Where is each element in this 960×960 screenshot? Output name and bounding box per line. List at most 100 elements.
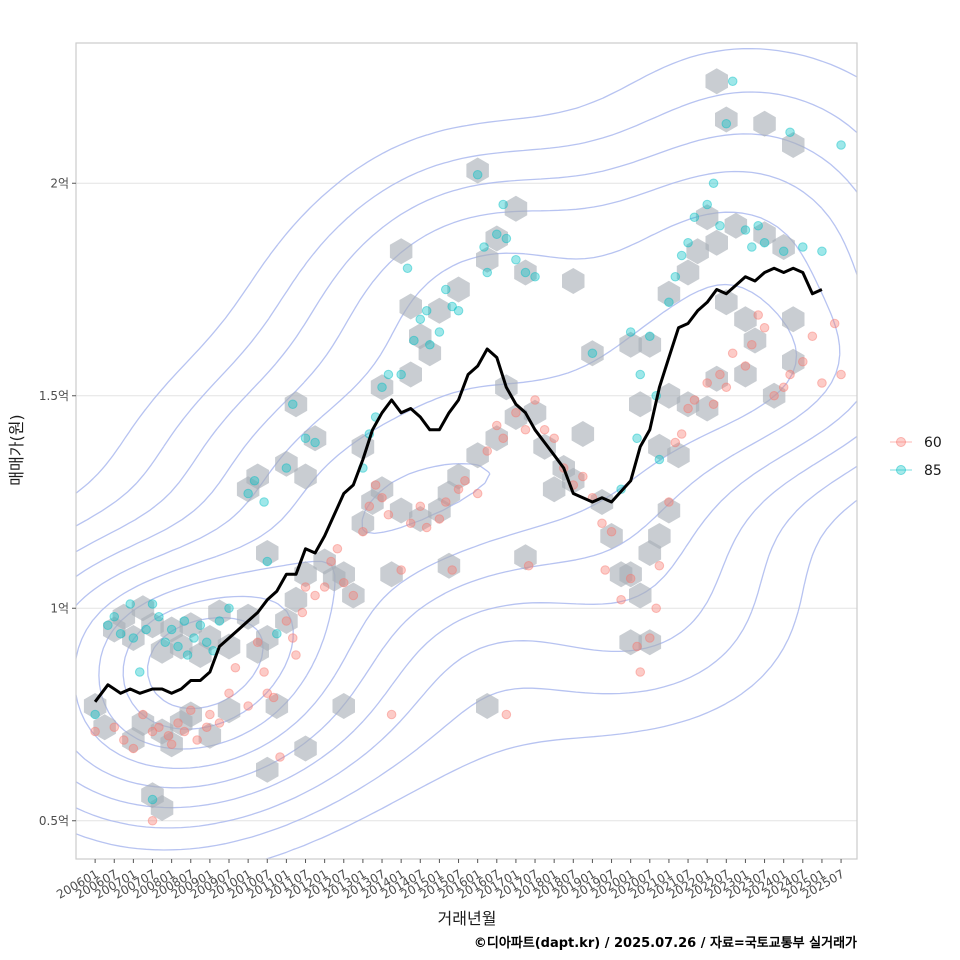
- scatter-point-85: [160, 637, 171, 648]
- scatter-point-60: [166, 739, 177, 750]
- scatter-point-60: [606, 526, 617, 537]
- scatter-point-85: [683, 237, 693, 248]
- hexbin-cell: [351, 510, 375, 537]
- hexbin-cell: [753, 221, 776, 248]
- scatter-point-60: [310, 590, 320, 601]
- hexbin-cell: [485, 225, 508, 252]
- scatter-point-85: [147, 794, 158, 805]
- scatter-point-85: [201, 637, 212, 648]
- scatter-point-85: [689, 212, 700, 223]
- scatter-point-60: [708, 399, 719, 410]
- scatter-point-85: [625, 327, 636, 337]
- scatter-point-85: [182, 650, 193, 660]
- scatter-point-85: [440, 284, 451, 295]
- scatter-point-60: [447, 565, 457, 575]
- source-caption: ©디아파트(dapt.kr) / 2025.07.26 / 자료=국토교통부 실…: [474, 935, 857, 951]
- scatter-point-60: [185, 705, 196, 716]
- scatter-point-60: [297, 607, 308, 618]
- hexbin-cell: [734, 306, 757, 333]
- hexbin-cell: [590, 489, 614, 515]
- scatter-point-85: [173, 641, 183, 652]
- x-axis-title: 거래년월: [438, 909, 497, 928]
- scatter-point-60: [383, 509, 394, 520]
- scatter-point-60: [287, 633, 298, 643]
- scatter-point-60: [460, 475, 470, 486]
- scatter-point-60: [501, 709, 512, 720]
- scatter-point-85: [300, 433, 311, 444]
- scatter-point-85: [134, 667, 145, 677]
- scatter-point-60: [644, 633, 655, 643]
- hexbin-cell: [275, 450, 298, 477]
- scatter-point-85: [214, 616, 225, 626]
- hexbin-cell: [676, 259, 700, 286]
- scatter-point-60: [326, 556, 336, 567]
- scatter-point-60: [252, 637, 263, 648]
- scatter-point-60: [635, 667, 646, 677]
- scatter-point-60: [721, 382, 732, 393]
- y-axis-title: 매매가(원): [7, 414, 26, 485]
- legend: 60 85: [890, 435, 942, 479]
- scatter-point-60: [664, 497, 674, 507]
- hexbin-cell: [782, 348, 805, 375]
- hexbin-cell: [676, 391, 700, 418]
- hexbin-cell: [256, 540, 279, 566]
- hexbin-cell: [648, 523, 671, 549]
- scatter-point-85: [747, 242, 757, 252]
- hexbin-cell: [83, 693, 107, 719]
- hexbin-cell: [447, 276, 470, 303]
- y-tick-label: 2억: [50, 176, 69, 190]
- scatter-point-60: [291, 650, 301, 660]
- scatter-point-85: [632, 433, 642, 444]
- legend-item-60: 60: [890, 435, 942, 451]
- hexbin-cell: [380, 561, 403, 588]
- scatter-point-60: [386, 709, 397, 720]
- scatter-point-60: [753, 310, 763, 320]
- scatter-point-60: [154, 722, 164, 733]
- scatter-point-60: [829, 318, 840, 329]
- density-contour-line: [75, 133, 858, 829]
- hexbin-cell: [275, 608, 298, 634]
- scatter-point-60: [281, 616, 292, 626]
- scatter-point-60: [377, 492, 387, 503]
- hexbin-cell: [638, 629, 662, 656]
- scatter-point-60: [807, 331, 818, 342]
- hexbin-cell: [695, 204, 719, 231]
- scatter-point-60: [243, 701, 253, 711]
- scatter-point-85: [402, 263, 413, 274]
- scatter-point-85: [798, 242, 808, 252]
- legend-key-60: [896, 437, 906, 447]
- y-tick-label: 1억: [50, 601, 69, 615]
- hexbin-cell: [629, 391, 652, 418]
- scatter-point-60: [539, 424, 550, 435]
- scatter-point-85: [453, 305, 464, 316]
- scatter-point-85: [836, 140, 846, 150]
- scatter-point-85: [785, 127, 795, 138]
- scatter-point-60: [230, 662, 241, 673]
- hexbin-cell: [657, 382, 681, 409]
- scatter-point-85: [520, 267, 531, 278]
- hexbin-cell: [657, 280, 681, 307]
- scatter-point-60: [364, 501, 375, 512]
- scatter-point-85: [262, 556, 273, 567]
- scatter-point-60: [597, 518, 607, 529]
- scatter-point-60: [421, 522, 432, 533]
- hexbin-cell: [342, 582, 365, 609]
- hexbin-cell: [686, 238, 709, 265]
- scatter-point-85: [421, 305, 432, 316]
- hexbin-cell: [715, 289, 738, 316]
- scatter-point-60: [453, 484, 464, 495]
- hexbin-cell: [762, 382, 786, 409]
- hexbin-cell: [619, 561, 642, 588]
- scatter-point-60: [836, 369, 846, 380]
- scatter-point-60: [670, 437, 681, 448]
- panel-border: [75, 42, 858, 860]
- density-contour-line: [75, 170, 858, 809]
- scatter-point-85: [654, 454, 665, 465]
- scatter-point-60: [616, 594, 626, 605]
- scatter-point-85: [189, 633, 199, 643]
- scatter-point-85: [409, 335, 419, 346]
- scatter-point-85: [644, 331, 655, 342]
- hexbin-cell: [514, 259, 537, 286]
- scatter-point-85: [141, 624, 151, 635]
